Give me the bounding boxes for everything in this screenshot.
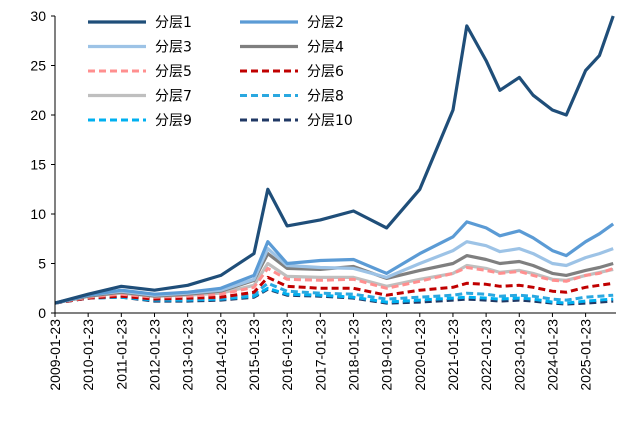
x-tick-label: 2010-01-23 bbox=[80, 319, 96, 391]
x-tick-label: 2019-01-23 bbox=[379, 319, 395, 391]
series-2-line bbox=[54, 220, 615, 305]
x-tick-label: 2011-01-23 bbox=[113, 319, 129, 390]
legend-item-5: 分层5 bbox=[88, 64, 192, 80]
x-tick-label: 2017-01-23 bbox=[312, 319, 328, 391]
legend-label: 分层10 bbox=[307, 113, 353, 129]
legend-item-8: 分层8 bbox=[240, 89, 344, 105]
x-tick-label: 2022-01-23 bbox=[478, 319, 494, 391]
y-tick-label: 0 bbox=[38, 305, 46, 321]
series-layer bbox=[54, 15, 615, 306]
x-tick-label: 2023-01-23 bbox=[511, 319, 527, 391]
x-tick-label: 2020-01-23 bbox=[412, 319, 428, 391]
legend-label: 分层2 bbox=[307, 15, 344, 31]
legend-item-9: 分层9 bbox=[88, 113, 192, 129]
legend-item-3: 分层3 bbox=[88, 40, 192, 56]
legend-item-2: 分层2 bbox=[240, 15, 344, 31]
legend-label: 分层6 bbox=[307, 64, 344, 80]
legend-label: 分层1 bbox=[155, 15, 192, 31]
x-tick-label: 2015-01-23 bbox=[246, 319, 262, 391]
legend-item-4: 分层4 bbox=[240, 40, 344, 56]
legend-item-7: 分层7 bbox=[88, 89, 192, 105]
x-tick-label: 2025-01-23 bbox=[578, 319, 594, 391]
x-tick-label: 2018-01-23 bbox=[345, 319, 361, 391]
series-1-line bbox=[54, 15, 615, 305]
y-tick-label: 30 bbox=[30, 8, 46, 24]
legend-item-6: 分层6 bbox=[240, 64, 344, 80]
y-tick-label: 25 bbox=[30, 58, 46, 74]
x-tick-label: 2009-01-23 bbox=[47, 319, 63, 391]
y-tick-label: 20 bbox=[30, 107, 46, 123]
x-tick-label: 2024-01-23 bbox=[544, 319, 560, 391]
x-tick-label: 2014-01-23 bbox=[213, 319, 229, 391]
legend-label: 分层3 bbox=[155, 40, 192, 56]
legend-label: 分层7 bbox=[155, 89, 192, 105]
x-tick-label: 2021-01-23 bbox=[445, 319, 461, 391]
legend-item-10: 分层10 bbox=[240, 113, 353, 129]
x-tick-label: 2016-01-23 bbox=[279, 319, 295, 391]
x-tick-label: 2012-01-23 bbox=[146, 319, 162, 391]
series-6-line bbox=[54, 275, 614, 305]
legend-item-1: 分层1 bbox=[88, 15, 192, 31]
x-tick-label: 2013-01-23 bbox=[180, 319, 196, 391]
legend-label: 分层4 bbox=[307, 40, 344, 56]
series-5-line bbox=[54, 266, 614, 305]
y-tick-label: 15 bbox=[30, 157, 46, 173]
legend-label: 分层5 bbox=[155, 64, 192, 80]
legend: 分层1 分层2 分层3 分层4 分层5 分层6 分层7 分层8 分层9 分层10 bbox=[88, 15, 353, 129]
axes-layer: 0 5 10 15 20 25 30 2009-01-23 2010-01-23 2011-01-… bbox=[30, 8, 616, 391]
legend-label: 分层8 bbox=[307, 89, 344, 105]
y-tick-label: 10 bbox=[30, 206, 46, 222]
legend-label: 分层9 bbox=[155, 113, 192, 129]
y-tick-label: 5 bbox=[38, 256, 46, 272]
